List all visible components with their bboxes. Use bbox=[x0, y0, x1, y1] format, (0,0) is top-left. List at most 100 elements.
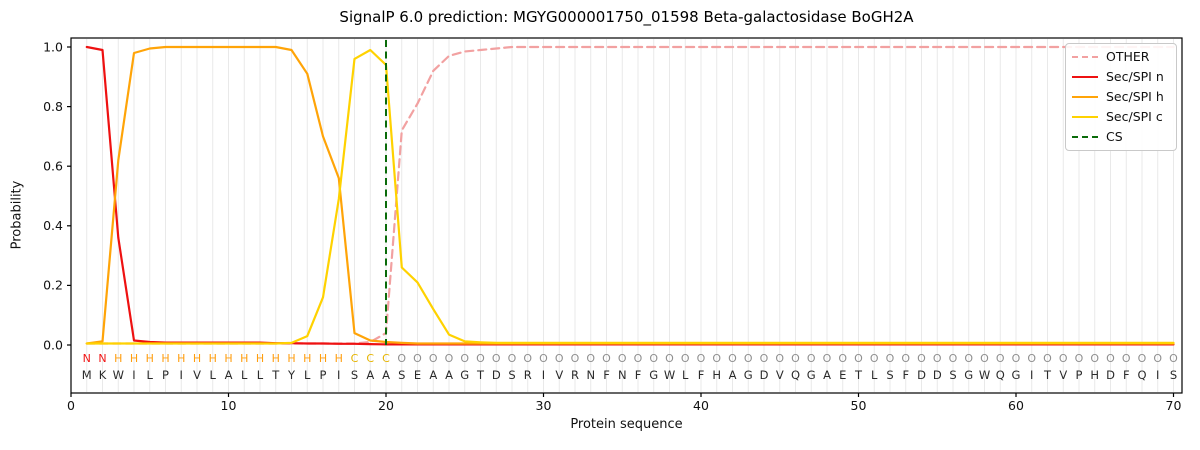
sequence-letter: S bbox=[886, 368, 893, 382]
sequence-letter: Y bbox=[287, 368, 296, 382]
sequence-letter: R bbox=[571, 368, 579, 382]
sequence-letter: V bbox=[776, 368, 784, 382]
sequence-letter: W bbox=[664, 368, 675, 382]
region-letter: O bbox=[744, 352, 753, 365]
region-letter: H bbox=[287, 352, 295, 365]
sequence-letter: T bbox=[476, 368, 485, 382]
y-tick-label: 0.4 bbox=[43, 218, 63, 233]
region-letter: O bbox=[649, 352, 658, 365]
sequence-letter: S bbox=[398, 368, 405, 382]
sequence-letter: H bbox=[712, 368, 721, 382]
region-letter: O bbox=[964, 352, 973, 365]
region-letter: H bbox=[240, 352, 248, 365]
sequence-letter: K bbox=[99, 368, 107, 382]
x-tick-labels: 0 10 20 30 40 50 60 70 bbox=[67, 393, 1181, 413]
sequence-letter: S bbox=[508, 368, 515, 382]
region-letter: O bbox=[697, 352, 706, 365]
sequence-letter: I bbox=[1030, 368, 1033, 382]
curve-sec-spi-n bbox=[85, 45, 1175, 346]
sequence-letter: L bbox=[241, 368, 248, 382]
region-letter: O bbox=[397, 352, 406, 365]
sequence-letter: L bbox=[304, 368, 311, 382]
sequence-letter: A bbox=[823, 368, 831, 382]
legend-label: Sec/SPI c bbox=[1106, 108, 1163, 124]
sequence-letter: L bbox=[257, 368, 264, 382]
region-letter: O bbox=[712, 352, 721, 365]
sequence-letter: F bbox=[902, 368, 909, 382]
curve-sec-spi-c bbox=[85, 48, 1175, 345]
region-letter: C bbox=[382, 352, 390, 365]
plot-border bbox=[70, 37, 1183, 394]
region-letter: O bbox=[807, 352, 816, 365]
region-letter: H bbox=[130, 352, 138, 365]
y-tick-label: 0.8 bbox=[43, 99, 63, 114]
region-letter: O bbox=[555, 352, 564, 365]
region-letter: O bbox=[886, 352, 895, 365]
x-tick-label: 40 bbox=[693, 398, 709, 413]
sequence-letter: L bbox=[682, 368, 689, 382]
region-letter: O bbox=[1027, 352, 1036, 365]
sequence-letter: F bbox=[698, 368, 705, 382]
y-tick-label: 0.0 bbox=[43, 337, 63, 352]
legend-item-other: OTHER bbox=[1072, 48, 1170, 64]
region-letter: H bbox=[193, 352, 201, 365]
region-letter: N bbox=[98, 352, 106, 365]
legend-line-sec-spi-c bbox=[1072, 116, 1098, 118]
region-letter: H bbox=[335, 352, 343, 365]
region-letter: O bbox=[571, 352, 580, 365]
legend-line-sec-spi-h bbox=[1072, 96, 1098, 98]
legend-item-sec-spi-h: Sec/SPI h bbox=[1072, 90, 1170, 104]
y-tick-label: 0.6 bbox=[43, 159, 63, 174]
sequence-letter: I bbox=[180, 368, 183, 382]
sequence-letter: G bbox=[964, 368, 973, 382]
sequence-letter: S bbox=[1170, 368, 1177, 382]
region-letter: O bbox=[492, 352, 501, 365]
region-letter: O bbox=[1090, 352, 1099, 365]
y-tick-labels: 0.0 0.2 0.4 0.6 0.8 1.0 bbox=[43, 39, 71, 352]
legend: OTHER Sec/SPI n Sec/SPI h Sec/SPI c CS bbox=[1065, 43, 1177, 151]
sequence-letter: G bbox=[649, 368, 658, 382]
sequence-letter: M bbox=[82, 368, 92, 382]
region-letter: N bbox=[83, 352, 91, 365]
region-letter: O bbox=[1122, 352, 1131, 365]
legend-item-sec-spi-c: Sec/SPI c bbox=[1072, 108, 1170, 124]
x-tick-label: 50 bbox=[851, 398, 867, 413]
sequence-letter: N bbox=[618, 368, 627, 382]
curve-other bbox=[85, 45, 1175, 345]
sequence-letter: Q bbox=[996, 368, 1005, 382]
region-letter: O bbox=[1075, 352, 1084, 365]
x-tick-label: 60 bbox=[1008, 398, 1024, 413]
region-letter: H bbox=[209, 352, 217, 365]
x-axis-label: Protein sequence bbox=[570, 417, 683, 432]
region-letter: H bbox=[319, 352, 327, 365]
sequence-letter: P bbox=[162, 368, 169, 382]
region-letter: O bbox=[445, 352, 454, 365]
x-tick-label: 20 bbox=[378, 398, 394, 413]
region-letter: O bbox=[1012, 352, 1021, 365]
legend-label: CS bbox=[1106, 128, 1123, 144]
region-letter: O bbox=[854, 352, 863, 365]
sequence-letter: P bbox=[1076, 368, 1083, 382]
region-letter: O bbox=[539, 352, 548, 365]
region-letter: C bbox=[351, 352, 359, 365]
region-letter: O bbox=[508, 352, 517, 365]
chart-title: SignalP 6.0 prediction: MGYG000001750_01… bbox=[339, 8, 914, 26]
legend-item-cs: CS bbox=[1072, 128, 1170, 144]
sequence-letter: L bbox=[871, 368, 878, 382]
sequence-letter: Q bbox=[791, 368, 800, 382]
region-letter: H bbox=[161, 352, 169, 365]
x-tick-label: 0 bbox=[67, 398, 75, 413]
region-letter: O bbox=[1169, 352, 1178, 365]
sequence-letter: F bbox=[1123, 368, 1130, 382]
sequence-letter: P bbox=[320, 368, 327, 382]
legend-label: Sec/SPI n bbox=[1106, 68, 1164, 84]
region-letter: O bbox=[1043, 352, 1052, 365]
region-letter: H bbox=[177, 352, 185, 365]
legend-item-sec-spi-n: Sec/SPI n bbox=[1072, 68, 1170, 84]
region-letter: O bbox=[838, 352, 847, 365]
legend-label: OTHER bbox=[1106, 48, 1150, 64]
sequence-letter: A bbox=[225, 368, 233, 382]
sequence-letter: G bbox=[460, 368, 469, 382]
region-letter: O bbox=[665, 352, 674, 365]
